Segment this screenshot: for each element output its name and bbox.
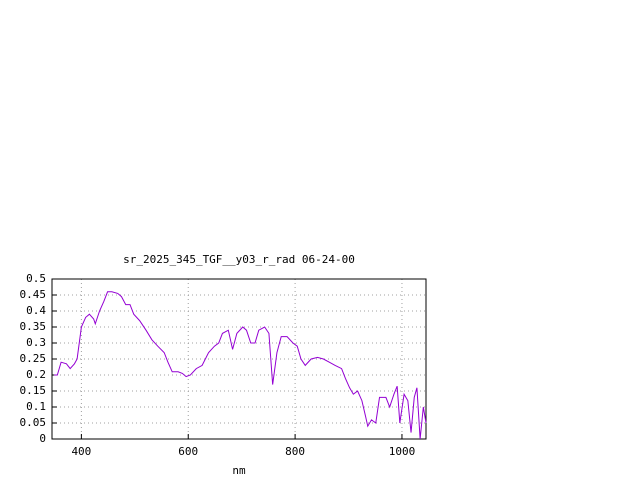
chart-title: sr_2025_345_TGF__y03_r_rad 06-24-00 [123, 253, 355, 266]
x-tick-label: 400 [71, 445, 91, 458]
y-tick-label: 0.5 [26, 272, 46, 285]
x-tick-label: 600 [178, 445, 198, 458]
y-tick-label: 0.35 [20, 320, 47, 333]
y-tick-label: 0 [39, 432, 46, 445]
y-tick-label: 0.2 [26, 368, 46, 381]
plot-border [51, 278, 427, 440]
y-tick-label: 0.25 [20, 352, 47, 365]
x-tick-label: 800 [285, 445, 305, 458]
y-tick-label: 0.15 [20, 384, 47, 397]
y-tick-label: 0.4 [26, 304, 46, 317]
data-line [54, 291, 427, 440]
x-tick-label: 1000 [389, 445, 416, 458]
y-tick-label: 0.05 [20, 416, 47, 429]
y-tick-label: 0.45 [20, 288, 47, 301]
x-axis-label: nm [232, 464, 246, 477]
y-tick-label: 0.3 [26, 336, 46, 349]
y-tick-label: 0.1 [26, 400, 46, 413]
